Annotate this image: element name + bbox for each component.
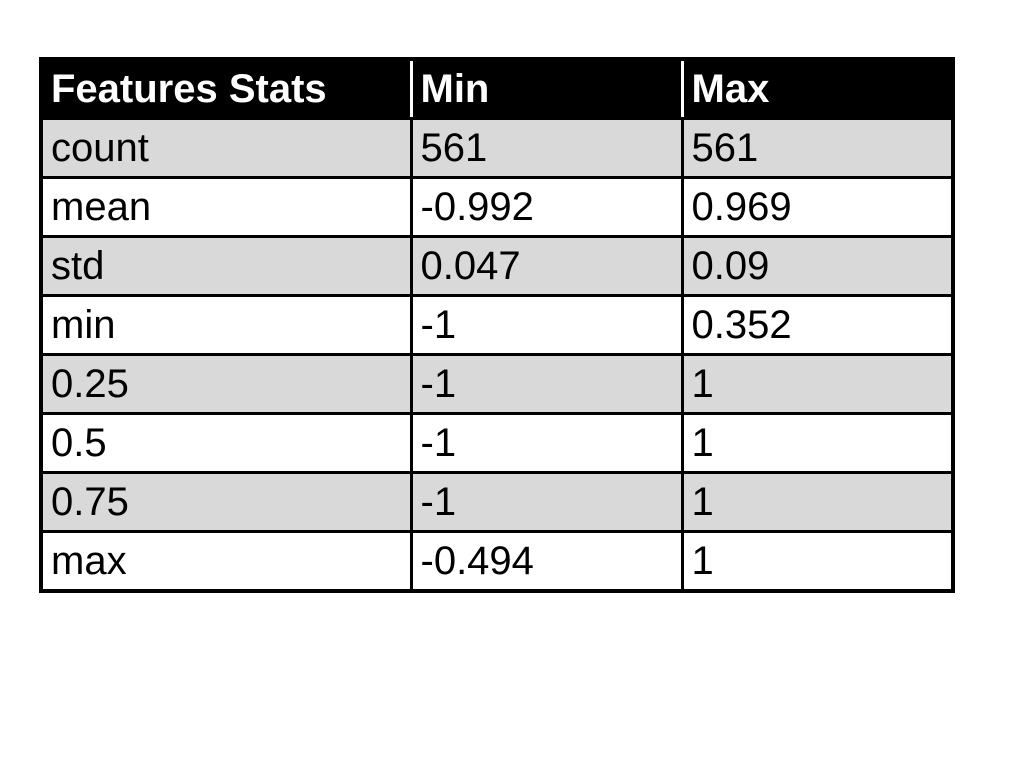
row-label: count bbox=[39, 117, 413, 179]
table-row: std 0.047 0.09 bbox=[39, 235, 955, 297]
header-min: Min bbox=[409, 57, 684, 120]
row-label: min bbox=[39, 294, 413, 356]
header-max: Max bbox=[680, 57, 955, 120]
min-value: -1 bbox=[409, 353, 684, 415]
max-value: 0.969 bbox=[680, 176, 955, 238]
header-row: Features Stats Min Max bbox=[39, 57, 955, 120]
row-label: 0.75 bbox=[39, 471, 413, 533]
min-value: 0.047 bbox=[409, 235, 684, 297]
max-value: 1 bbox=[680, 412, 955, 474]
row-label: 0.25 bbox=[39, 353, 413, 415]
min-value: -1 bbox=[409, 412, 684, 474]
table-row: mean -0.992 0.969 bbox=[39, 176, 955, 238]
max-value: 0.09 bbox=[680, 235, 955, 297]
table-body: count 561 561 mean -0.992 0.969 std 0.04… bbox=[39, 117, 955, 593]
max-value: 1 bbox=[680, 530, 955, 593]
table-row: min -1 0.352 bbox=[39, 294, 955, 356]
row-label: std bbox=[39, 235, 413, 297]
max-value: 1 bbox=[680, 471, 955, 533]
table-row: 0.5 -1 1 bbox=[39, 412, 955, 474]
min-value: -1 bbox=[409, 294, 684, 356]
row-label: max bbox=[39, 530, 413, 593]
table-row: 0.75 -1 1 bbox=[39, 471, 955, 533]
max-value: 0.352 bbox=[680, 294, 955, 356]
row-label: 0.5 bbox=[39, 412, 413, 474]
min-value: -0.494 bbox=[409, 530, 684, 593]
min-value: -0.992 bbox=[409, 176, 684, 238]
table-row: 0.25 -1 1 bbox=[39, 353, 955, 415]
min-value: -1 bbox=[409, 471, 684, 533]
table-row: max -0.494 1 bbox=[39, 530, 955, 593]
header-features-stats: Features Stats bbox=[39, 57, 413, 120]
row-label: mean bbox=[39, 176, 413, 238]
max-value: 561 bbox=[680, 117, 955, 179]
feature-stats-table: Features Stats Min Max count 561 561 mea… bbox=[39, 57, 955, 593]
max-value: 1 bbox=[680, 353, 955, 415]
table-row: count 561 561 bbox=[39, 117, 955, 179]
min-value: 561 bbox=[409, 117, 684, 179]
table-header: Features Stats Min Max bbox=[39, 57, 955, 120]
